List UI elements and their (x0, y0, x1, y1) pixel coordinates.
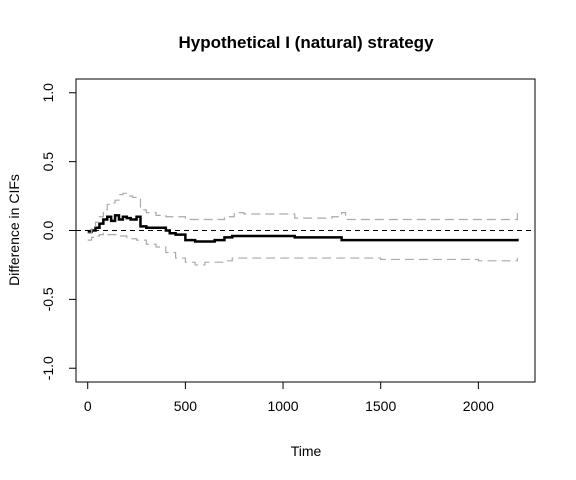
upper-ci-line (87, 192, 519, 234)
y-axis: -1.0 -0.5 0.0 0.5 1.0 (40, 83, 77, 380)
lower-ci-line (87, 232, 519, 266)
x-tick-label: 1000 (267, 398, 298, 414)
y-tick-label: 1.0 (40, 83, 56, 103)
estimate-line (87, 214, 519, 243)
series-layer (76, 192, 535, 266)
y-tick-label: 0.0 (40, 221, 56, 241)
x-axis-label: Time (291, 443, 322, 459)
x-tick-label: 500 (174, 398, 198, 414)
y-axis-label: Difference in CIFs (6, 174, 22, 286)
y-tick-label: -0.5 (40, 287, 56, 311)
x-tick-label: 1500 (365, 398, 396, 414)
y-tick-label: 0.5 (40, 152, 56, 172)
x-axis: 0 500 1000 1500 2000 (84, 381, 494, 414)
chart-title: Hypothetical I (natural) strategy (178, 33, 434, 52)
x-tick-label: 2000 (463, 398, 494, 414)
x-tick-label: 0 (84, 398, 92, 414)
y-tick-label: -1.0 (40, 356, 56, 380)
